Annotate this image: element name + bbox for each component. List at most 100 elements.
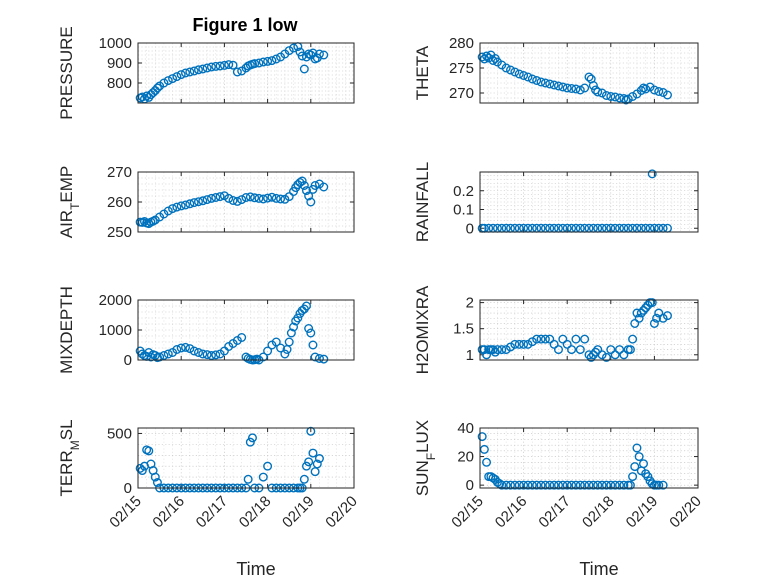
x-axis-label: Time xyxy=(236,559,275,579)
data-point xyxy=(206,351,216,361)
data-point xyxy=(258,57,268,67)
data-point xyxy=(219,60,229,70)
data-point xyxy=(593,87,603,97)
data-point xyxy=(228,195,238,205)
data-point xyxy=(267,56,277,66)
data-point xyxy=(501,480,511,490)
data-point xyxy=(553,81,563,91)
y-axis-label: AIRTEMP xyxy=(57,166,82,239)
data-point xyxy=(597,480,607,490)
data-point xyxy=(562,480,572,490)
data-point xyxy=(482,457,492,467)
data-point xyxy=(135,463,145,473)
data-point xyxy=(176,343,186,353)
data-point xyxy=(606,345,616,355)
data-point xyxy=(193,197,203,207)
data-point xyxy=(181,200,191,210)
y-tick-label: 900 xyxy=(107,55,132,72)
subplot-3: 250 260 270 AIRTEMP xyxy=(57,164,355,241)
data-point xyxy=(299,474,309,484)
data-point xyxy=(501,345,511,355)
data-point xyxy=(536,77,546,87)
data-point xyxy=(519,339,529,349)
data-point xyxy=(619,480,629,490)
axes-background xyxy=(137,171,355,233)
data-point xyxy=(241,192,251,202)
data-point xyxy=(532,75,542,85)
data-point xyxy=(597,350,607,360)
data-point xyxy=(558,334,568,344)
y-tick-label: 0 xyxy=(124,480,132,497)
data-point xyxy=(501,63,511,73)
data-point xyxy=(276,194,286,204)
data-point xyxy=(639,459,649,469)
y-tick-label: 2 xyxy=(466,295,474,312)
axes-box xyxy=(137,171,355,233)
subplot-4: 00.1 0.2 RAINFALL xyxy=(413,162,699,242)
data-point xyxy=(181,342,191,352)
y-tick-label: 500 xyxy=(107,425,132,442)
y-tick-label: 0 xyxy=(466,220,474,237)
data-point xyxy=(254,58,264,68)
data-point xyxy=(510,480,520,490)
data-point xyxy=(654,308,664,318)
data-point xyxy=(628,472,638,482)
data-point xyxy=(510,67,520,77)
data-point xyxy=(150,472,160,482)
data-point xyxy=(571,84,581,94)
data-point xyxy=(654,480,664,490)
data-point xyxy=(267,192,277,202)
y-tick-label: 250 xyxy=(107,224,132,241)
data-point xyxy=(628,91,638,101)
data-point xyxy=(488,56,498,66)
data-point xyxy=(185,344,195,354)
x-tick-label: 02/17 xyxy=(535,493,574,532)
data-point xyxy=(172,202,182,212)
data-point xyxy=(258,352,268,362)
axes-box xyxy=(137,299,355,361)
y-axis-label: MIXDEPTH xyxy=(57,286,76,374)
y-tick-label: 1 xyxy=(466,347,474,364)
data-point xyxy=(575,85,585,95)
data-point xyxy=(193,65,203,75)
data-point xyxy=(198,64,208,74)
y-axis-label: RAINFALL xyxy=(413,162,432,242)
data-point xyxy=(615,345,625,355)
data-point xyxy=(643,472,653,482)
data-point xyxy=(319,50,329,60)
data-point xyxy=(488,345,498,355)
data-point xyxy=(658,87,668,97)
data-point xyxy=(601,480,611,490)
data-point xyxy=(189,198,199,208)
data-point xyxy=(625,345,635,355)
data-point xyxy=(553,480,563,490)
data-point xyxy=(308,340,318,350)
data-point xyxy=(586,352,596,362)
data-point xyxy=(310,180,320,190)
x-tick-label: 02/16 xyxy=(149,493,188,532)
data-point xyxy=(641,303,651,313)
data-point xyxy=(519,70,529,80)
data-point xyxy=(206,193,216,203)
data-point xyxy=(615,480,625,490)
data-point xyxy=(168,74,178,84)
data-point xyxy=(662,311,672,321)
data-point xyxy=(189,346,199,356)
data-point xyxy=(580,83,590,93)
data-point xyxy=(306,197,316,207)
data-point xyxy=(506,342,516,352)
y-tick-label: 0 xyxy=(124,352,132,369)
x-tick-label: 02/20 xyxy=(666,493,705,532)
data-point xyxy=(593,480,603,490)
data-point xyxy=(649,85,659,95)
y-tick-label: 0 xyxy=(466,477,474,494)
data-point xyxy=(523,72,533,82)
data-point xyxy=(562,83,572,93)
data-point xyxy=(211,61,221,71)
data-point xyxy=(202,63,212,73)
data-point xyxy=(263,193,273,203)
y-tick-label: 280 xyxy=(449,35,474,52)
data-point xyxy=(510,339,520,349)
data-point xyxy=(540,480,550,490)
data-point xyxy=(185,67,195,77)
